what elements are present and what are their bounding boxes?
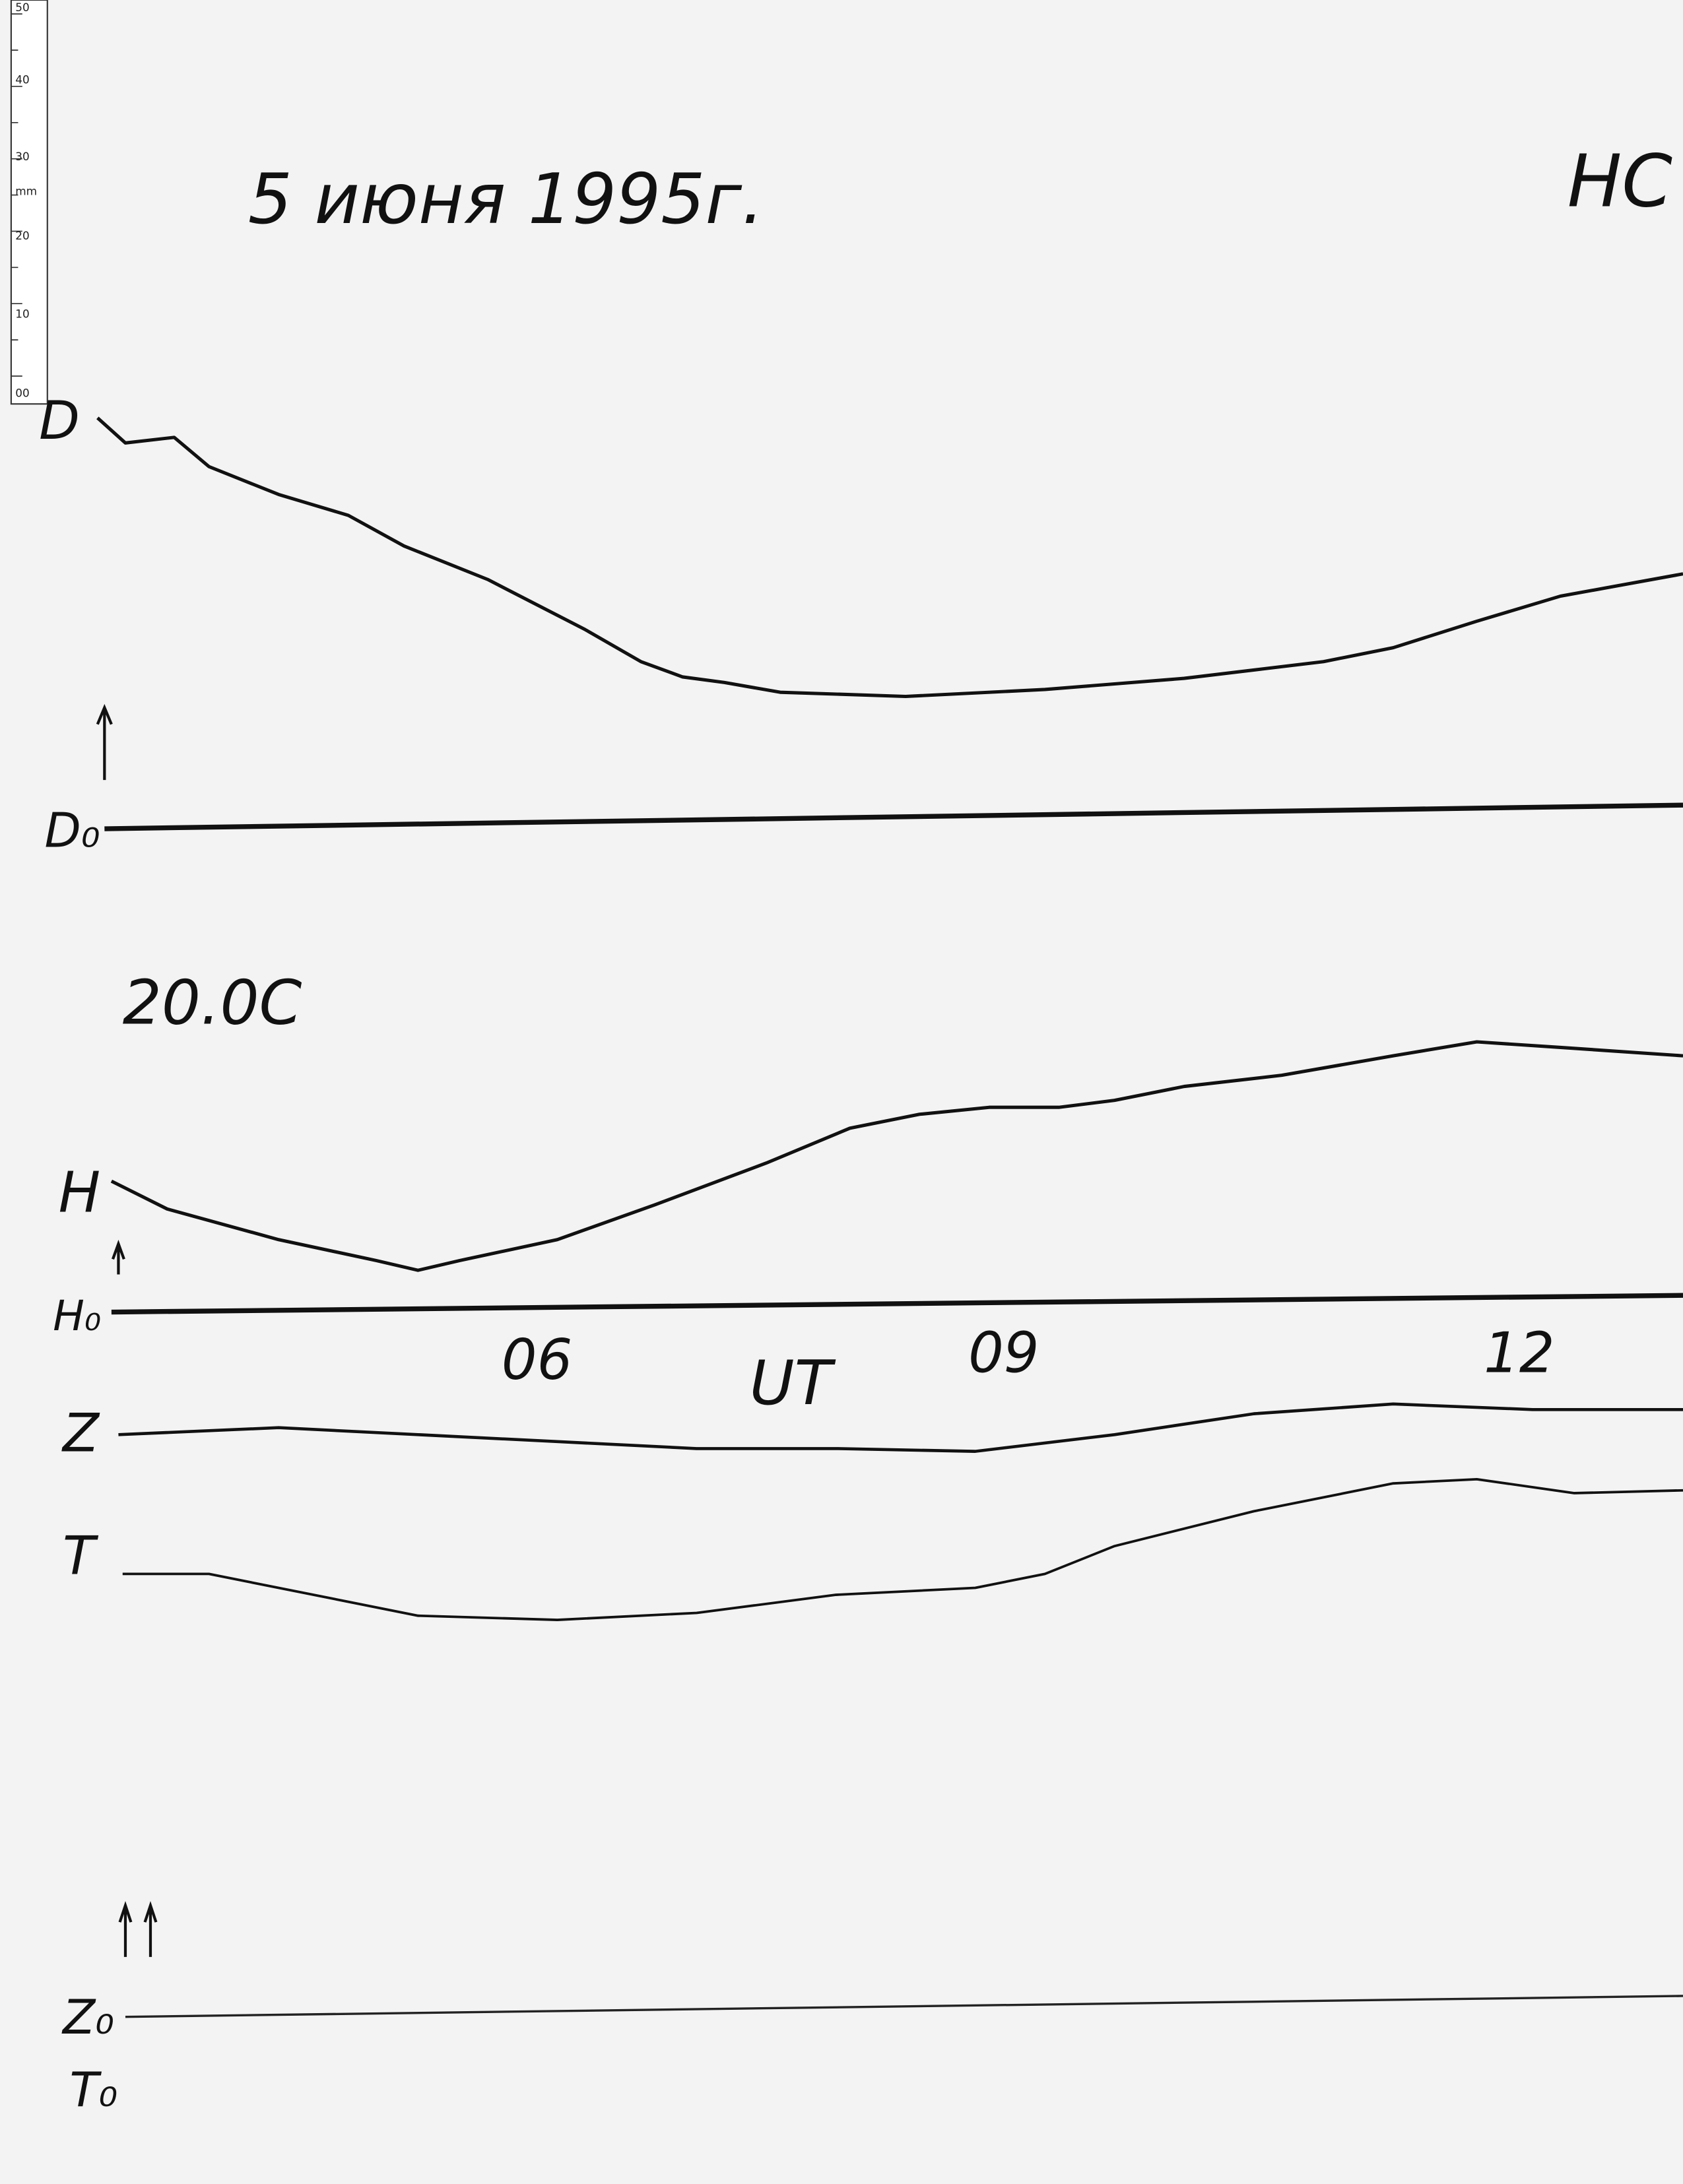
h-baseline: [111, 1293, 1683, 1315]
ruler-label: 00: [15, 387, 29, 400]
baseline-label: H₀: [53, 1291, 101, 1340]
ruler-label: 30: [15, 150, 29, 163]
hour-label: 09: [968, 1320, 1039, 1385]
trace-label: Z: [61, 1403, 100, 1464]
t-trace: [122, 1477, 1683, 1621]
station: HC: [1568, 139, 1673, 223]
date: 5 июня 1995г.: [248, 158, 764, 240]
z-trace: [118, 1402, 1683, 1453]
time-axis-name: UT: [750, 1347, 836, 1419]
ruler: 50 40 30 20 10 00 mm: [10, 0, 48, 405]
d-trace: [96, 416, 1683, 699]
arrow: [112, 1239, 125, 1275]
ruler-label: 50: [15, 1, 29, 14]
zt-baseline: [125, 1995, 1683, 2018]
trace-label: D: [39, 390, 80, 451]
d-baseline: [104, 802, 1683, 831]
ruler-label: 40: [15, 73, 29, 86]
trace-label: H: [59, 1161, 100, 1225]
temperature: 20.0C: [123, 967, 302, 1039]
ruler-label: 10: [15, 307, 29, 320]
hour-label: 06: [502, 1328, 572, 1392]
baseline-label: Z₀: [61, 1989, 114, 2045]
ruler-body: [10, 0, 48, 405]
baseline-label: T₀: [70, 2062, 118, 2117]
ruler-ticks: [11, 13, 22, 377]
trace-label: T: [63, 1525, 99, 1586]
h-trace: [110, 1040, 1683, 1272]
arrow: [96, 703, 113, 781]
ruler-unit: mm: [15, 185, 37, 198]
hour-label: 12: [1484, 1320, 1554, 1385]
baseline-label: D₀: [45, 802, 100, 858]
arrows: [118, 1901, 158, 1957]
ruler-label: 20: [15, 229, 29, 242]
